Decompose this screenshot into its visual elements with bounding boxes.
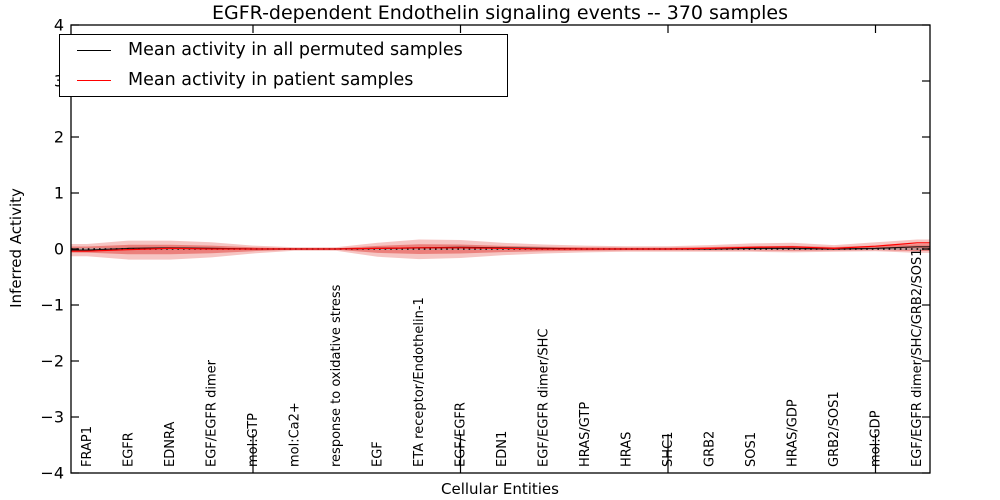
y-tick-label: −2 [40, 352, 64, 371]
black-line-swatch [77, 50, 111, 52]
legend-label: Mean activity in all permuted samples [128, 39, 463, 60]
x-category-label: response to oxidative stress [329, 284, 344, 467]
y-tick-label: 0 [54, 240, 64, 259]
y-tick-label: 4 [54, 16, 64, 35]
x-category-label: mol:Ca2+ [288, 402, 303, 467]
y-tick-label: 2 [54, 128, 64, 147]
y-tick-label: −3 [40, 408, 64, 427]
x-category-label: HRAS/GDP [786, 399, 801, 467]
legend-label: Mean activity in patient samples [128, 69, 414, 90]
x-category-label: mol:GTP [246, 413, 261, 467]
x-category-label: EGF/EGFR [454, 402, 469, 467]
legend-item-patient: Mean activity in patient samples [60, 66, 507, 94]
y-tick-label: −1 [40, 296, 64, 315]
x-category-label: mol:GDP [869, 410, 884, 467]
x-category-label: HRAS/GTP [578, 402, 593, 467]
x-category-label: EGF [371, 441, 386, 467]
y-tick-label: −4 [40, 464, 64, 483]
x-category-label: EGFR [122, 432, 137, 467]
x-category-label: GRB2/SOS1 [827, 391, 842, 467]
x-category-label: EDN1 [495, 431, 510, 467]
x-category-label: SOS1 [744, 432, 759, 467]
x-category-label: FRAP1 [80, 426, 95, 467]
legend-item-permuted: Mean activity in all permuted samples [60, 37, 507, 65]
red-line-swatch [77, 79, 111, 81]
x-category-label: EGF/EGFR dimer/SHC/GRB2/SOS1 [910, 249, 925, 468]
x-category-label: SHC1 [661, 432, 676, 467]
patient-mean-line [71, 242, 930, 252]
y-axis-label: Inferred Activity [7, 188, 25, 308]
y-tick-label: 3 [54, 72, 64, 91]
x-axis-label: Cellular Entities [441, 480, 559, 498]
x-category-label: EDNRA [163, 422, 178, 467]
x-category-label: EGF/EGFR dimer/SHC [537, 329, 552, 467]
x-category-label: ETA receptor/Endothelin-1 [412, 297, 427, 467]
x-category-label: EGF/EGFR dimer [205, 359, 220, 467]
y-tick-label: 1 [54, 184, 64, 203]
x-category-label: GRB2 [703, 431, 718, 467]
x-category-label: HRAS [620, 432, 635, 467]
legend: Mean activity in all permuted samples Me… [59, 34, 508, 97]
chart-title: EGFR-dependent Endothelin signaling even… [211, 2, 789, 24]
